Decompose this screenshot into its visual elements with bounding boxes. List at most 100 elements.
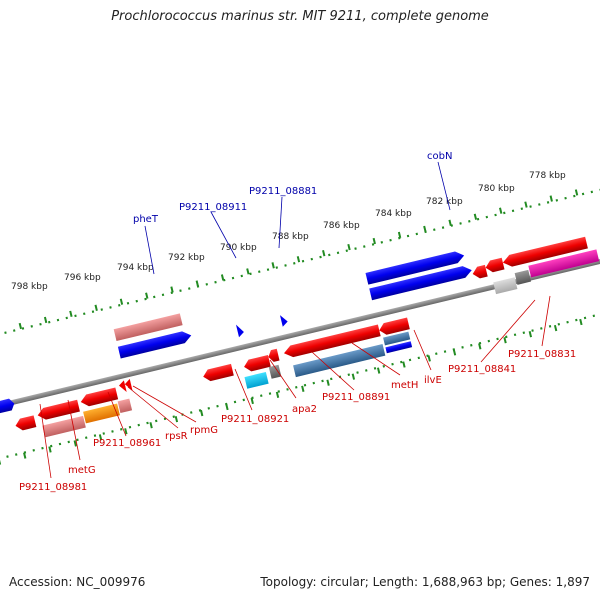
ruler-tick [528, 331, 533, 338]
ruler-tick [48, 446, 52, 453]
gene-arrow[interactable] [243, 355, 271, 373]
ruler-tick [322, 250, 326, 257]
ruler-tick [69, 310, 73, 318]
gene-arrow[interactable] [369, 264, 473, 301]
ruler-tick [448, 219, 452, 226]
ruler-label: 786 kbp [323, 221, 360, 231]
ruler-tick [124, 428, 128, 435]
ruler-tick [579, 318, 583, 326]
leader-line [107, 391, 127, 437]
ruler-tick [427, 355, 431, 362]
gene-label-p9211-08841[interactable]: P9211_08841 [448, 364, 516, 375]
leader-line [413, 329, 432, 371]
ruler-label: 780 kbp [478, 184, 515, 194]
gene-arrow[interactable] [14, 415, 37, 431]
forward-genes [113, 236, 588, 359]
gene-box[interactable] [42, 415, 86, 438]
small-marker[interactable] [235, 323, 245, 338]
gene-label-phet[interactable]: pheT [133, 214, 159, 225]
gene-label-meth[interactable]: metH [391, 380, 418, 391]
ruler-tick [473, 213, 478, 220]
gene-arrow[interactable] [501, 236, 588, 269]
ruler-tick [499, 207, 503, 214]
gene-label-ilve[interactable]: ilvE [424, 375, 442, 386]
small-marker[interactable] [124, 378, 133, 392]
gene-label-p9211-08891[interactable]: P9211_08891 [322, 392, 390, 403]
leader-line [351, 342, 401, 376]
reverse-genes [0, 249, 600, 438]
gene-box[interactable] [528, 249, 600, 278]
gene-label-p9211-08981[interactable]: P9211_08981 [19, 482, 87, 493]
gene-box[interactable] [268, 364, 282, 379]
gene-label-metg[interactable]: metG [68, 465, 96, 476]
ruler-tick [351, 373, 356, 380]
ruler-label: 782 kbp [426, 197, 463, 207]
leader-line [127, 386, 179, 429]
gene-arrow[interactable] [79, 387, 119, 408]
ruler-tick [326, 379, 330, 386]
leader-line [541, 295, 551, 347]
small-marker[interactable] [279, 314, 289, 327]
ruler-tick [174, 415, 179, 423]
gene-label-p9211-08911[interactable]: P9211_08911 [179, 202, 247, 213]
ruler-tick [397, 231, 402, 239]
leader-line [132, 385, 197, 423]
inner-ruler-ticks [0, 318, 583, 465]
small-marker[interactable] [118, 380, 127, 393]
gene-box[interactable] [493, 277, 518, 295]
gene-box[interactable] [83, 403, 120, 424]
bottom-gene-labels: P9211_08981 metG P9211_08961 rpsR rpmG P… [19, 295, 576, 493]
gene-arrow[interactable] [267, 348, 280, 363]
gene-arrow[interactable] [36, 399, 80, 421]
ruler-tick [250, 397, 254, 405]
leader-line [269, 359, 297, 399]
gene-label-p9211-08881[interactable]: P9211_08881 [249, 186, 317, 197]
rotated-track [0, 178, 600, 465]
ruler-label: 796 kbp [64, 273, 101, 283]
ruler-tick [423, 225, 427, 233]
gene-arrow[interactable] [0, 398, 16, 414]
gene-arrow[interactable] [202, 363, 234, 383]
gene-arrow[interactable] [484, 257, 505, 274]
ruler-tick [145, 292, 149, 299]
ruler-tick [73, 440, 77, 447]
gene-label-p9211-08921[interactable]: P9211_08921 [221, 414, 289, 425]
map-title: Prochlorococcus marinus str. MIT 9211, c… [111, 9, 489, 24]
gene-arrow[interactable] [378, 317, 410, 336]
gene-label-apa2[interactable]: apa2 [292, 404, 317, 415]
ruler-tick [200, 409, 204, 417]
gene-box[interactable] [514, 269, 532, 285]
gene-arrow[interactable] [471, 264, 488, 280]
gene-arrow[interactable] [117, 330, 193, 359]
ruler-tick [225, 403, 229, 411]
gene-box[interactable] [117, 398, 133, 414]
gene-box[interactable] [293, 343, 386, 378]
gene-label-rpsr[interactable]: rpsR [165, 431, 188, 442]
gene-arrow[interactable] [365, 250, 465, 285]
leader-line [480, 299, 536, 363]
gene-label-cobn[interactable]: cobN [427, 151, 452, 162]
ruler-label: 784 kbp [375, 209, 412, 219]
gene-label-p9211-08831[interactable]: P9211_08831 [508, 349, 576, 360]
ruler-labels: 798 kbp 796 kbp 794 kbp 792 kbp 790 kbp … [11, 171, 566, 292]
gene-label-p9211-08961[interactable]: P9211_08961 [93, 438, 161, 449]
ruler-tick [246, 268, 250, 275]
ruler-tick [18, 322, 23, 330]
ruler-label: 792 kbp [168, 253, 205, 263]
gene-arrow[interactable] [113, 313, 183, 341]
ruler-tick [170, 286, 174, 293]
ruler-tick [503, 337, 507, 344]
ruler-label: 778 kbp [529, 171, 566, 181]
ruler-label: 788 kbp [272, 232, 309, 242]
ruler-tick [195, 280, 199, 287]
gene-box[interactable] [244, 371, 269, 389]
ruler-tick [376, 367, 381, 374]
leader-line [311, 351, 355, 391]
gene-arrow[interactable] [385, 341, 413, 354]
gene-arrow[interactable] [283, 324, 381, 359]
ruler-tick [23, 452, 27, 459]
ruler-tick [275, 391, 280, 399]
gene-label-rpmg[interactable]: rpmG [190, 425, 218, 436]
gene-box[interactable] [383, 331, 411, 346]
